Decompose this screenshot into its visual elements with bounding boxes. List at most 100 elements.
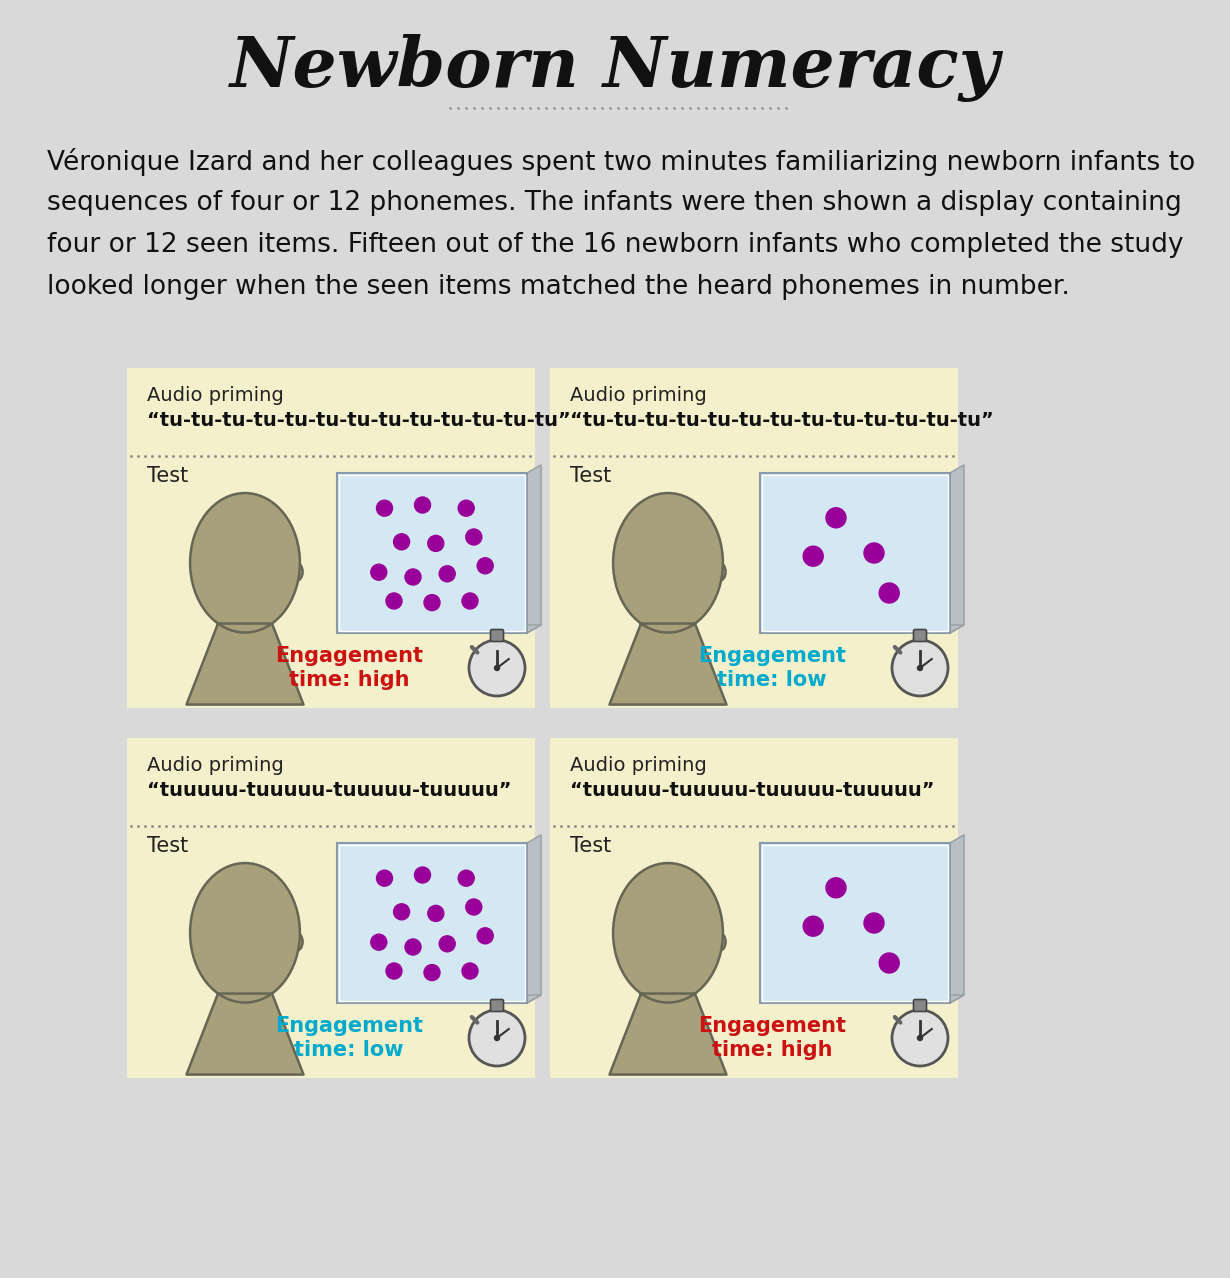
Circle shape bbox=[803, 916, 823, 937]
Text: Engagement: Engagement bbox=[276, 645, 423, 666]
Circle shape bbox=[370, 564, 386, 580]
Bar bbox=[339, 845, 525, 1001]
Circle shape bbox=[386, 964, 402, 979]
Text: Audio priming: Audio priming bbox=[569, 386, 707, 405]
Bar bbox=[127, 737, 535, 1079]
Circle shape bbox=[439, 935, 455, 952]
Circle shape bbox=[827, 507, 846, 528]
Text: Engagement: Engagement bbox=[276, 1016, 423, 1036]
Text: time: high: time: high bbox=[289, 670, 410, 690]
Bar bbox=[763, 475, 948, 631]
Ellipse shape bbox=[713, 562, 726, 580]
FancyBboxPatch shape bbox=[491, 999, 503, 1011]
Circle shape bbox=[469, 1010, 525, 1066]
Circle shape bbox=[462, 964, 478, 979]
Bar bbox=[760, 473, 950, 633]
Text: “tu-tu-tu-tu-tu-tu-tu-tu-tu-tu-tu-tu-tu”: “tu-tu-tu-tu-tu-tu-tu-tu-tu-tu-tu-tu-tu” bbox=[569, 412, 994, 429]
Circle shape bbox=[477, 557, 493, 574]
Circle shape bbox=[892, 1010, 948, 1066]
Circle shape bbox=[459, 870, 475, 886]
Polygon shape bbox=[610, 624, 727, 704]
Circle shape bbox=[424, 594, 440, 611]
Ellipse shape bbox=[191, 863, 300, 1002]
Text: Véronique Izard and her colleagues spent two minutes familiarizing newborn infan: Véronique Izard and her colleagues spent… bbox=[47, 148, 1196, 176]
Ellipse shape bbox=[613, 493, 723, 633]
Circle shape bbox=[439, 566, 455, 581]
Ellipse shape bbox=[290, 562, 303, 580]
Bar bbox=[550, 368, 958, 708]
Circle shape bbox=[892, 640, 948, 697]
Bar bbox=[337, 843, 526, 1003]
Text: time: low: time: low bbox=[717, 670, 827, 690]
Text: Audio priming: Audio priming bbox=[148, 386, 284, 405]
Text: four or 12 seen items. Fifteen out of the 16 newborn infants who completed the s: four or 12 seen items. Fifteen out of th… bbox=[47, 233, 1183, 258]
Bar bbox=[339, 475, 525, 631]
FancyBboxPatch shape bbox=[914, 630, 926, 642]
Text: “tuuuuu-tuuuuu-tuuuuu-tuuuuu”: “tuuuuu-tuuuuu-tuuuuu-tuuuuu” bbox=[148, 781, 512, 800]
Polygon shape bbox=[187, 993, 304, 1075]
Circle shape bbox=[863, 912, 884, 933]
Circle shape bbox=[863, 543, 884, 564]
Text: “tuuuuu-tuuuuu-tuuuuu-tuuuuu”: “tuuuuu-tuuuuu-tuuuuu-tuuuuu” bbox=[569, 781, 935, 800]
Bar bbox=[550, 737, 958, 1079]
Polygon shape bbox=[950, 835, 964, 1003]
Circle shape bbox=[803, 546, 823, 566]
Circle shape bbox=[415, 866, 430, 883]
Text: sequences of four or 12 phonemes. The infants were then shown a display containi: sequences of four or 12 phonemes. The in… bbox=[47, 190, 1182, 216]
Circle shape bbox=[459, 500, 475, 516]
Polygon shape bbox=[526, 465, 541, 633]
Polygon shape bbox=[610, 993, 727, 1075]
Text: Engagement: Engagement bbox=[697, 645, 846, 666]
Circle shape bbox=[405, 569, 421, 585]
Circle shape bbox=[879, 953, 899, 973]
Circle shape bbox=[428, 905, 444, 921]
Polygon shape bbox=[337, 996, 541, 1003]
Circle shape bbox=[394, 534, 410, 550]
Circle shape bbox=[494, 1035, 499, 1040]
Circle shape bbox=[477, 928, 493, 943]
Circle shape bbox=[405, 939, 421, 955]
Ellipse shape bbox=[713, 933, 726, 951]
Ellipse shape bbox=[290, 933, 303, 951]
Ellipse shape bbox=[191, 493, 300, 633]
Text: looked longer when the seen items matched the heard phonemes in number.: looked longer when the seen items matche… bbox=[47, 273, 1070, 300]
Circle shape bbox=[918, 666, 922, 671]
Circle shape bbox=[376, 500, 392, 516]
Circle shape bbox=[494, 666, 499, 671]
Circle shape bbox=[466, 529, 482, 544]
Text: “tu-tu-tu-tu-tu-tu-tu-tu-tu-tu-tu-tu-tu”: “tu-tu-tu-tu-tu-tu-tu-tu-tu-tu-tu-tu-tu” bbox=[148, 412, 571, 429]
Circle shape bbox=[466, 898, 482, 915]
Text: time: low: time: low bbox=[294, 1040, 403, 1059]
Text: Test: Test bbox=[569, 466, 611, 486]
Bar bbox=[760, 843, 950, 1003]
Text: Test: Test bbox=[148, 466, 188, 486]
Circle shape bbox=[376, 870, 392, 886]
Text: time: high: time: high bbox=[712, 1040, 833, 1059]
Ellipse shape bbox=[613, 863, 723, 1002]
Polygon shape bbox=[526, 835, 541, 1003]
Polygon shape bbox=[760, 996, 964, 1003]
Text: Audio priming: Audio priming bbox=[148, 757, 284, 774]
Circle shape bbox=[918, 1035, 922, 1040]
FancyBboxPatch shape bbox=[491, 630, 503, 642]
Text: Newborn Numeracy: Newborn Numeracy bbox=[230, 35, 1000, 102]
Bar bbox=[337, 473, 526, 633]
Circle shape bbox=[394, 904, 410, 920]
Circle shape bbox=[462, 593, 478, 610]
Circle shape bbox=[827, 878, 846, 898]
Circle shape bbox=[386, 593, 402, 610]
Text: Test: Test bbox=[569, 836, 611, 856]
Circle shape bbox=[428, 535, 444, 551]
Text: Engagement: Engagement bbox=[697, 1016, 846, 1036]
Circle shape bbox=[370, 934, 386, 951]
Bar bbox=[763, 845, 948, 1001]
Text: Test: Test bbox=[148, 836, 188, 856]
Circle shape bbox=[424, 965, 440, 980]
Circle shape bbox=[469, 640, 525, 697]
FancyBboxPatch shape bbox=[914, 999, 926, 1011]
Polygon shape bbox=[950, 465, 964, 633]
Circle shape bbox=[415, 497, 430, 512]
Polygon shape bbox=[337, 625, 541, 633]
Text: Audio priming: Audio priming bbox=[569, 757, 707, 774]
Polygon shape bbox=[187, 624, 304, 704]
